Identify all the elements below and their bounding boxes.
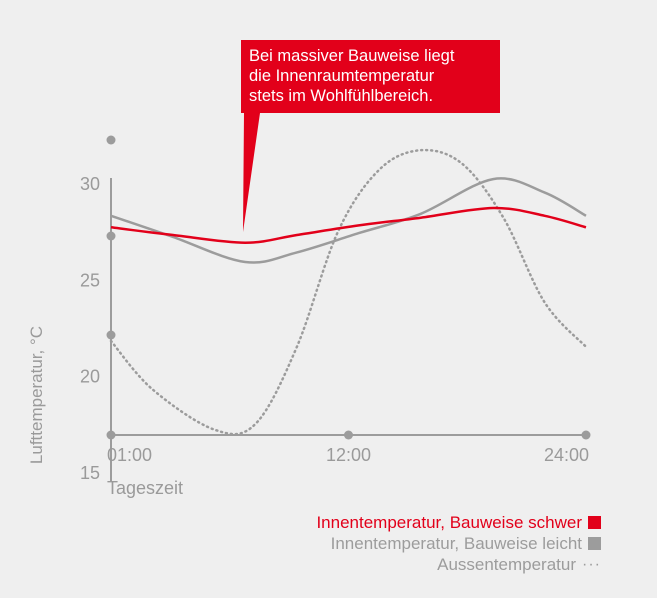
- legend-item-aussen: Aussentemperatur ···: [316, 554, 601, 575]
- axis-markers: [106, 135, 591, 440]
- axis-marker-dot: [344, 430, 353, 440]
- legend-item-schwer: Innentemperatur, Bauweise schwer: [316, 512, 601, 533]
- legend-swatch-leicht: [588, 537, 601, 550]
- legend-swatch-schwer: [588, 516, 601, 529]
- axis-marker-dot: [106, 231, 116, 241]
- callout-box: [241, 40, 500, 232]
- axis-marker-dot: [106, 135, 116, 145]
- series-line-leicht: [110, 177, 587, 264]
- series-line-schwer: [110, 206, 587, 244]
- x-axis-label: Tageszeit: [107, 478, 183, 498]
- y-tick-label: 15: [80, 463, 100, 483]
- x-tick-label: 24:00: [544, 445, 589, 465]
- series-lines: [109, 148, 588, 436]
- y-tick-label: 30: [80, 174, 100, 194]
- legend-label-leicht: Innentemperatur, Bauweise leicht: [330, 534, 582, 553]
- callout: Bei massiver Bauweise liegt die Innenrau…: [241, 40, 500, 232]
- legend-label-aussen: Aussentemperatur: [437, 555, 577, 574]
- tick-labels: 15 20 25 30 01:00 12:00 24:00: [80, 174, 589, 483]
- axis-marker-dot: [581, 430, 591, 440]
- y-tick-label: 25: [80, 270, 100, 290]
- legend-label-schwer: Innentemperatur, Bauweise schwer: [316, 513, 582, 532]
- series-line-aussen: [109, 148, 588, 436]
- y-tick-label: 20: [80, 367, 100, 387]
- callout-line-3: stets im Wohlfühlbereich.: [249, 87, 433, 105]
- y-axis-label: Lufttemperatur, °C: [27, 326, 46, 464]
- legend-dots-aussen: ···: [582, 556, 601, 573]
- callout-line-1: Bei massiver Bauweise liegt: [249, 47, 455, 65]
- axis-marker-dot: [106, 330, 116, 340]
- legend: Innentemperatur, Bauweise schwer Innente…: [316, 512, 601, 575]
- axis-marker-dot: [106, 430, 116, 440]
- legend-item-leicht: Innentemperatur, Bauweise leicht: [316, 533, 601, 554]
- callout-line-2: die Innenraumtemperatur: [249, 67, 435, 85]
- x-tick-label: 01:00: [107, 445, 152, 465]
- x-tick-label: 12:00: [326, 445, 371, 465]
